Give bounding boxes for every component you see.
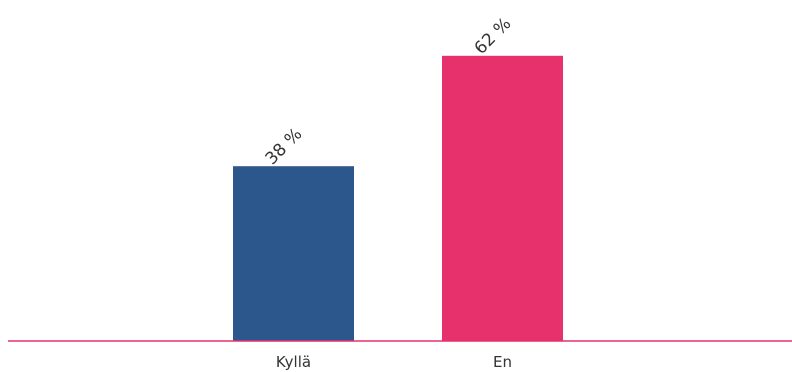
category-label-1: En	[493, 353, 512, 371]
bars-group	[233, 55, 563, 342]
category-labels-group: Kyllä En	[276, 353, 512, 371]
bar-1	[442, 55, 563, 342]
value-label-0: 38 %	[262, 124, 307, 169]
category-label-0: Kyllä	[276, 353, 311, 371]
bar-0	[233, 166, 354, 341]
value-label-1: 62 %	[471, 14, 516, 59]
